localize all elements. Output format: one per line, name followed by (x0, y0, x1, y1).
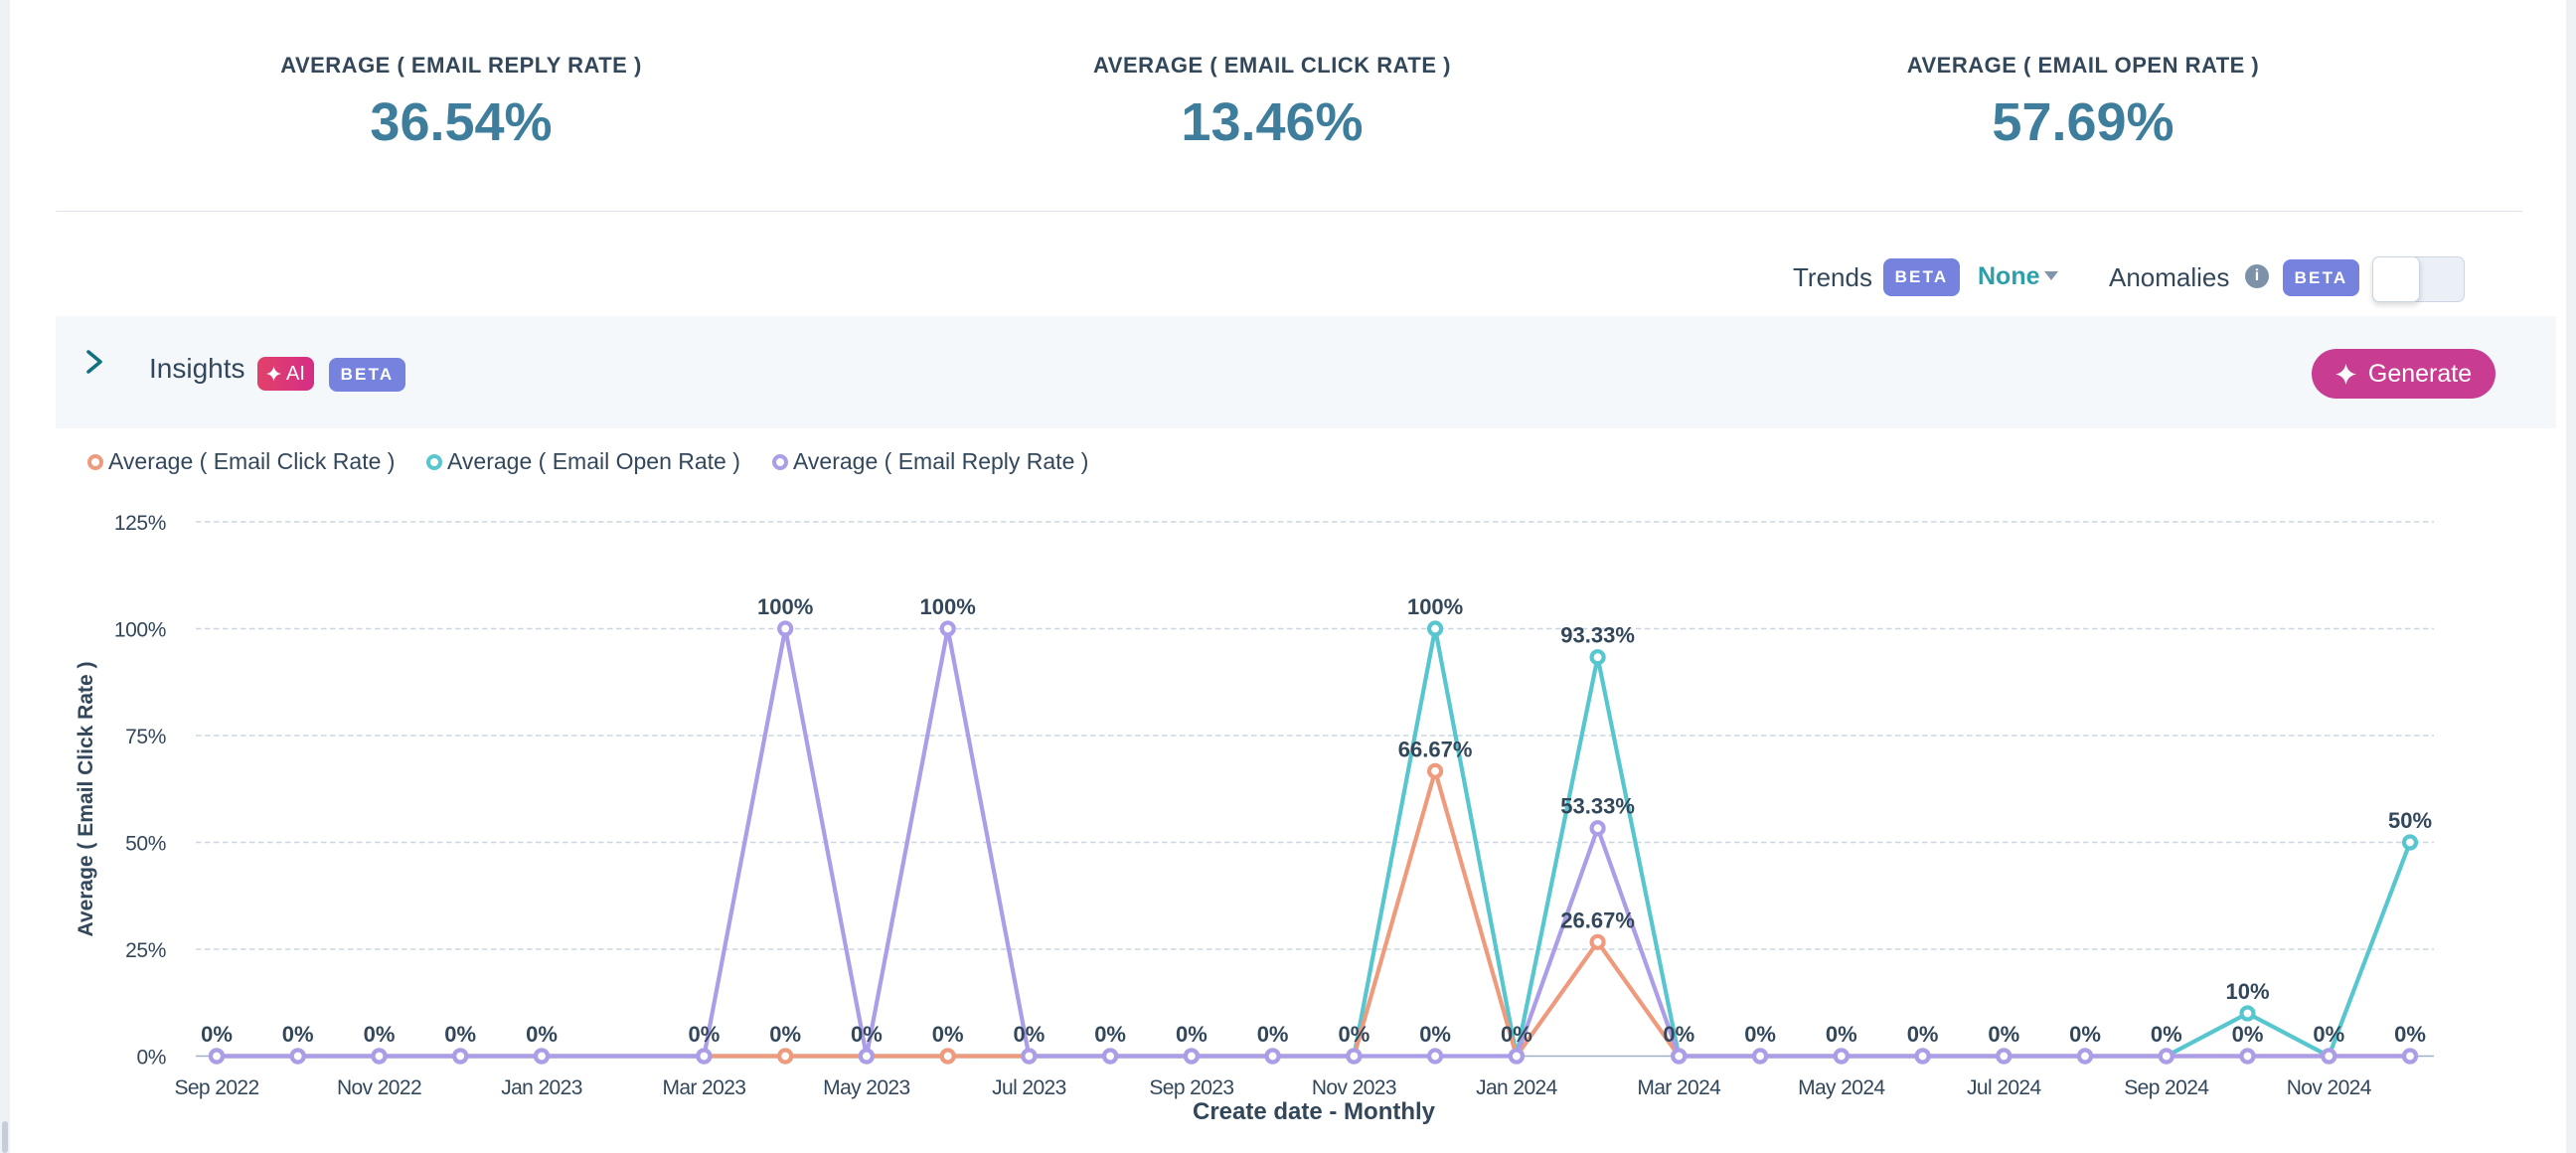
svg-text:93.33%: 93.33% (1560, 623, 1635, 648)
svg-text:Sep 2022: Sep 2022 (174, 1076, 258, 1099)
svg-text:100%: 100% (1407, 594, 1463, 619)
svg-text:0%: 0% (1988, 1022, 2019, 1047)
svg-text:0%: 0% (282, 1022, 314, 1047)
svg-text:0%: 0% (1257, 1022, 1289, 1047)
svg-text:0%: 0% (851, 1022, 883, 1047)
svg-text:0%: 0% (1907, 1022, 1939, 1047)
svg-text:0%: 0% (364, 1022, 396, 1047)
svg-text:0%: 0% (1744, 1022, 1776, 1047)
svg-text:May 2023: May 2023 (823, 1076, 909, 1099)
svg-text:0%: 0% (136, 1047, 166, 1070)
svg-text:100%: 100% (920, 594, 976, 619)
svg-text:0%: 0% (444, 1022, 476, 1047)
svg-text:0%: 0% (1339, 1022, 1370, 1047)
svg-text:Jan 2023: Jan 2023 (501, 1076, 582, 1099)
svg-text:0%: 0% (1826, 1022, 1857, 1047)
svg-text:Jan 2024: Jan 2024 (1476, 1076, 1558, 1099)
svg-text:0%: 0% (1176, 1022, 1208, 1047)
svg-text:0%: 0% (932, 1022, 964, 1047)
svg-text:0%: 0% (1419, 1022, 1451, 1047)
svg-text:0%: 0% (2394, 1022, 2426, 1047)
svg-text:Jul 2023: Jul 2023 (992, 1076, 1066, 1099)
svg-text:10%: 10% (2225, 979, 2269, 1004)
svg-text:50%: 50% (2388, 808, 2432, 833)
svg-text:50%: 50% (125, 833, 166, 856)
svg-text:100%: 100% (757, 594, 813, 619)
svg-text:0%: 0% (526, 1022, 558, 1047)
svg-text:0%: 0% (201, 1022, 233, 1047)
svg-text:Sep 2023: Sep 2023 (1149, 1076, 1233, 1099)
svg-text:0%: 0% (689, 1022, 721, 1047)
svg-text:0%: 0% (1094, 1022, 1126, 1047)
svg-text:0%: 0% (1663, 1022, 1694, 1047)
svg-text:0%: 0% (769, 1022, 801, 1047)
svg-text:Average ( Email Click Rate ): Average ( Email Click Rate ) (75, 662, 97, 937)
svg-text:100%: 100% (114, 619, 166, 642)
svg-text:75%: 75% (125, 726, 166, 748)
svg-text:0%: 0% (1501, 1022, 1532, 1047)
svg-text:Nov 2024: Nov 2024 (2287, 1076, 2372, 1099)
svg-text:66.67%: 66.67% (1398, 737, 1473, 761)
svg-text:0%: 0% (2232, 1022, 2264, 1047)
svg-text:Create date - Monthly: Create date - Monthly (1193, 1098, 1436, 1125)
svg-text:Jul 2024: Jul 2024 (1967, 1076, 2042, 1099)
svg-text:0%: 0% (2069, 1022, 2101, 1047)
svg-text:Nov 2023: Nov 2023 (1312, 1076, 1396, 1099)
svg-text:Sep 2024: Sep 2024 (2124, 1076, 2209, 1099)
svg-text:53.33%: 53.33% (1560, 794, 1635, 819)
svg-text:May 2024: May 2024 (1798, 1076, 1885, 1099)
svg-text:0%: 0% (1014, 1022, 1046, 1047)
svg-text:125%: 125% (114, 512, 166, 535)
svg-text:Mar 2024: Mar 2024 (1637, 1076, 1721, 1099)
svg-text:0%: 0% (2151, 1022, 2182, 1047)
svg-text:26.67%: 26.67% (1560, 907, 1635, 932)
svg-text:Mar 2023: Mar 2023 (662, 1076, 745, 1099)
svg-text:0%: 0% (2313, 1022, 2344, 1047)
svg-text:25%: 25% (125, 939, 166, 962)
svg-text:Nov 2022: Nov 2022 (337, 1076, 421, 1099)
